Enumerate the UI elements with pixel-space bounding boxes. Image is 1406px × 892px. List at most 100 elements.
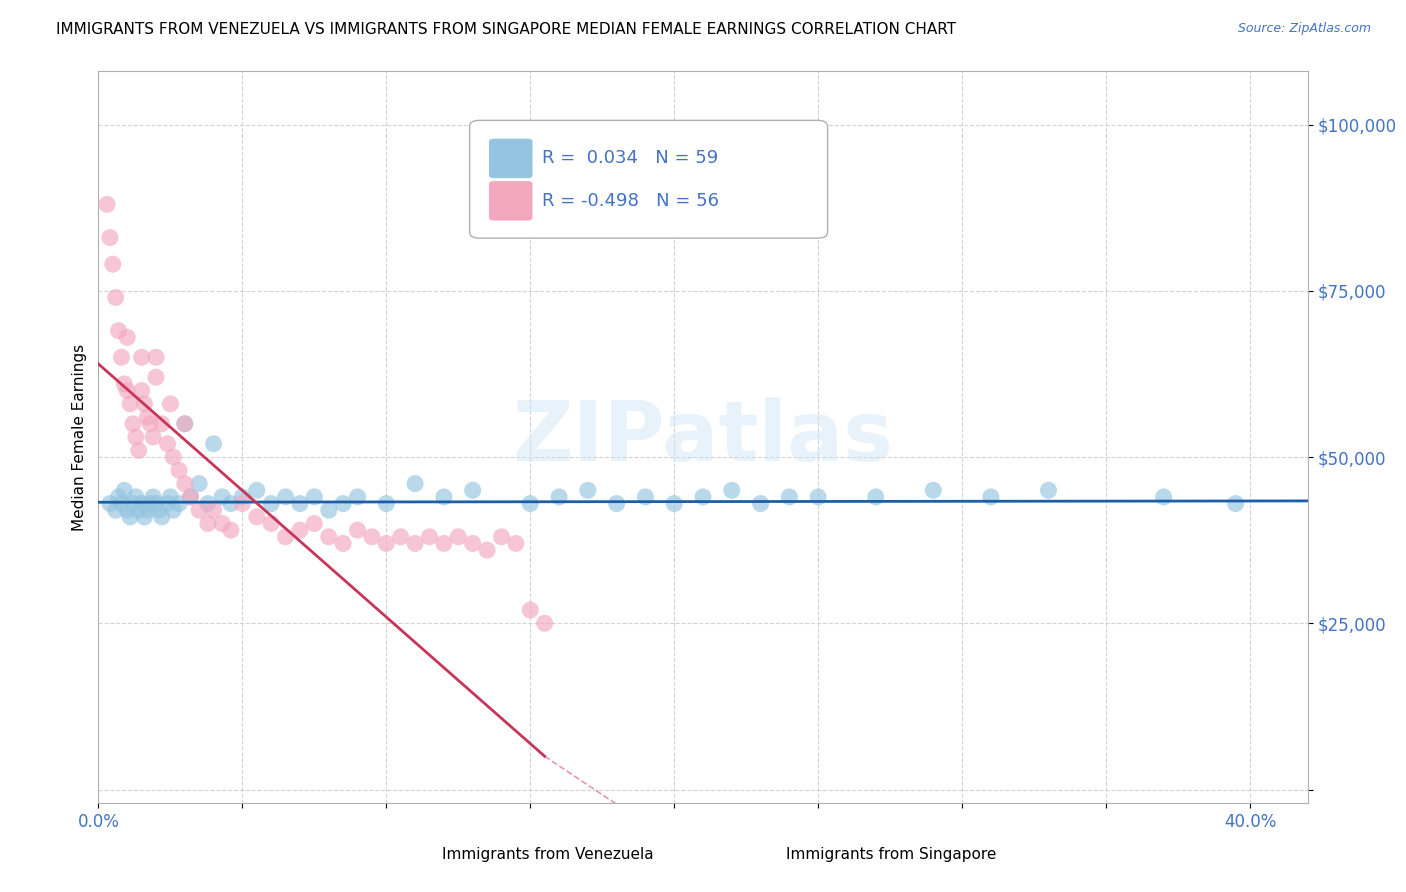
Point <box>274 530 297 544</box>
Point <box>447 530 470 544</box>
Point <box>150 417 173 431</box>
Point <box>980 490 1002 504</box>
Point <box>361 530 384 544</box>
Point <box>173 476 195 491</box>
Point <box>433 536 456 550</box>
Point <box>346 490 368 504</box>
Point <box>202 503 225 517</box>
Point <box>778 490 800 504</box>
Point <box>461 536 484 550</box>
Point <box>202 436 225 450</box>
Point <box>173 417 195 431</box>
Point <box>167 463 190 477</box>
Point <box>231 490 253 504</box>
Point <box>131 497 153 511</box>
Point <box>134 509 156 524</box>
Point <box>139 417 162 431</box>
Point <box>98 230 121 244</box>
Text: ZIPatlas: ZIPatlas <box>513 397 893 477</box>
Y-axis label: Median Female Earnings: Median Female Earnings <box>72 343 87 531</box>
FancyBboxPatch shape <box>489 181 533 220</box>
Point <box>162 450 184 464</box>
Point <box>110 351 132 365</box>
Point <box>180 490 202 504</box>
Point <box>260 497 283 511</box>
Point <box>332 497 354 511</box>
Point <box>664 497 686 511</box>
Point <box>173 417 195 431</box>
Text: Source: ZipAtlas.com: Source: ZipAtlas.com <box>1237 22 1371 36</box>
Point <box>148 503 170 517</box>
Point <box>692 490 714 504</box>
Point <box>211 516 233 531</box>
Point <box>304 490 326 504</box>
Point <box>145 351 167 365</box>
Point <box>197 516 219 531</box>
Point <box>159 397 181 411</box>
FancyBboxPatch shape <box>748 841 782 866</box>
Point <box>375 536 398 550</box>
Point <box>120 397 142 411</box>
Point <box>122 497 145 511</box>
Point <box>606 497 628 511</box>
Point <box>433 490 456 504</box>
Point <box>519 497 541 511</box>
Point <box>1153 490 1175 504</box>
Point <box>304 516 326 531</box>
Point <box>749 497 772 511</box>
Point <box>150 509 173 524</box>
Point <box>197 497 219 511</box>
Point <box>159 490 181 504</box>
FancyBboxPatch shape <box>489 138 533 178</box>
Point <box>136 410 159 425</box>
Point <box>548 490 571 504</box>
Point <box>1225 497 1247 511</box>
Point <box>112 376 135 391</box>
Point <box>219 497 242 511</box>
Point <box>1038 483 1060 498</box>
Text: Immigrants from Venezuela: Immigrants from Venezuela <box>441 847 654 862</box>
Point <box>107 490 129 504</box>
Point <box>136 503 159 517</box>
Point <box>505 536 527 550</box>
Point <box>162 503 184 517</box>
Point <box>125 430 148 444</box>
Point <box>332 536 354 550</box>
Point <box>720 483 742 498</box>
Point <box>134 397 156 411</box>
Point <box>318 503 340 517</box>
Point <box>389 530 412 544</box>
Point <box>131 351 153 365</box>
Point <box>260 516 283 531</box>
Point <box>120 509 142 524</box>
Text: Immigrants from Singapore: Immigrants from Singapore <box>786 847 997 862</box>
Point <box>418 530 440 544</box>
Point <box>145 497 167 511</box>
Point <box>125 490 148 504</box>
Point <box>533 616 555 631</box>
Point <box>128 443 150 458</box>
Point <box>491 530 513 544</box>
Point <box>188 503 211 517</box>
Point <box>634 490 657 504</box>
Point <box>246 509 269 524</box>
Point <box>211 490 233 504</box>
FancyBboxPatch shape <box>470 120 828 238</box>
Point <box>404 536 426 550</box>
Point <box>180 490 202 504</box>
Point <box>807 490 830 504</box>
Point <box>318 530 340 544</box>
Point <box>131 384 153 398</box>
Point <box>576 483 599 498</box>
Point <box>115 330 138 344</box>
Point <box>107 324 129 338</box>
Point <box>156 436 179 450</box>
Point <box>167 497 190 511</box>
Point <box>115 503 138 517</box>
Point <box>865 490 887 504</box>
Point <box>288 523 311 537</box>
Text: R =  0.034   N = 59: R = 0.034 N = 59 <box>543 149 718 168</box>
Point <box>104 503 127 517</box>
Point <box>288 497 311 511</box>
Point <box>142 490 165 504</box>
